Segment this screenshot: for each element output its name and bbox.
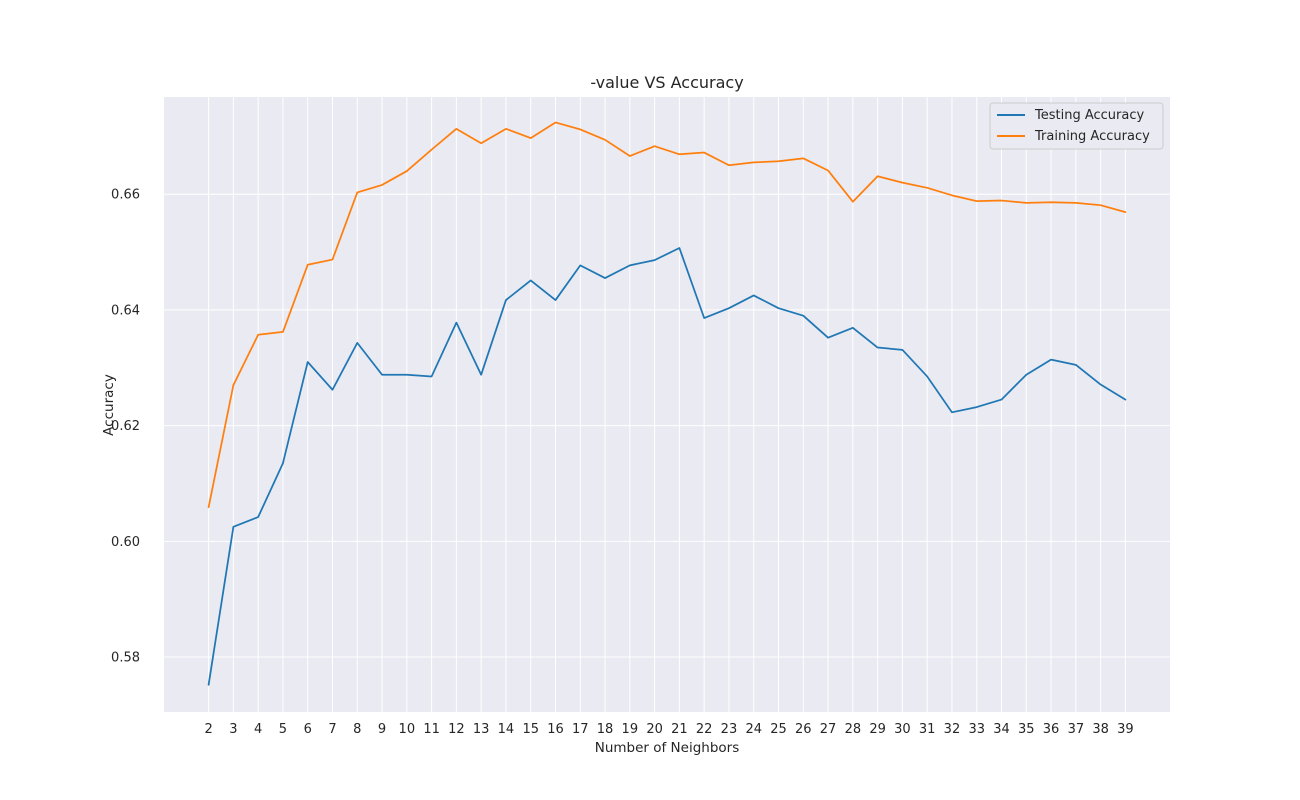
x-tick-label: 39	[1117, 722, 1134, 737]
y-gridlines	[164, 193, 1170, 658]
x-tick-label: 16	[547, 722, 564, 737]
x-tick-label: 19	[622, 722, 639, 737]
y-tick-label: 0.66	[111, 188, 140, 203]
x-tick-label: 9	[378, 722, 386, 737]
x-tick-label: 29	[869, 722, 886, 737]
x-tick-label: 14	[498, 722, 515, 737]
x-tick-label: 32	[944, 722, 961, 737]
y-tick-label: 0.62	[111, 419, 140, 434]
legend: Testing Accuracy Training Accuracy	[989, 102, 1164, 150]
y-tick-labels: 0.58 0.60 0.62 0.64 0.66	[111, 188, 140, 666]
x-gridlines	[208, 97, 1126, 712]
x-tick-label: 33	[968, 722, 985, 737]
x-tick-label: 8	[353, 722, 361, 737]
x-tick-label: 18	[597, 722, 614, 737]
x-tick-label: 38	[1092, 722, 1109, 737]
x-tick-label: 35	[1018, 722, 1035, 737]
x-tick-label: 34	[993, 722, 1010, 737]
x-tick-label: 37	[1068, 722, 1085, 737]
x-tick-label: 4	[254, 722, 262, 737]
x-tick-label: 10	[399, 722, 416, 737]
series-line-training-accuracy	[207, 121, 1127, 509]
x-tick-label: 5	[279, 722, 287, 737]
x-tick-label: 2	[204, 722, 212, 737]
x-tick-label: 25	[770, 722, 787, 737]
x-tick-label: 20	[646, 722, 663, 737]
legend-label-training-accuracy: Training Accuracy	[1034, 129, 1150, 144]
x-tick-label: 28	[845, 722, 862, 737]
x-tick-label: 23	[721, 722, 738, 737]
y-tick-label: 0.64	[111, 303, 140, 318]
chart-title: -value VS Accuracy	[590, 73, 743, 92]
x-axis-title: Number of Neighbors	[595, 740, 740, 756]
x-tick-label: 22	[696, 722, 713, 737]
x-tick-label: 21	[671, 722, 688, 737]
x-tick-label: 15	[522, 722, 539, 737]
y-axis-title: Accuracy	[101, 374, 117, 436]
x-tick-label: 17	[572, 722, 589, 737]
y-tick-label: 0.60	[111, 535, 140, 550]
x-tick-label: 24	[745, 722, 762, 737]
x-tick-label: 3	[229, 722, 237, 737]
legend-label-testing-accuracy: Testing Accuracy	[1034, 108, 1144, 123]
x-tick-label: 11	[423, 722, 440, 737]
x-tick-label: 13	[473, 722, 490, 737]
series-lines	[207, 121, 1127, 686]
x-tick-label: 30	[894, 722, 911, 737]
legend-box	[989, 102, 1164, 150]
x-tick-label: 6	[304, 722, 312, 737]
x-tick-labels: 2 3 4 5 6 7 8 9 10 11 12 13 14 15 16 17 18 19 20 21 22 23 24 25…	[204, 722, 1133, 737]
y-tick-label: 0.58	[111, 651, 140, 666]
x-tick-label: 27	[820, 722, 837, 737]
plot-area	[164, 97, 1170, 712]
x-tick-label: 7	[328, 722, 336, 737]
x-tick-label: 12	[448, 722, 465, 737]
x-tick-label: 36	[1043, 722, 1060, 737]
series-line-testing-accuracy	[207, 247, 1127, 686]
x-tick-label: 26	[795, 722, 812, 737]
x-tick-label: 31	[919, 722, 936, 737]
